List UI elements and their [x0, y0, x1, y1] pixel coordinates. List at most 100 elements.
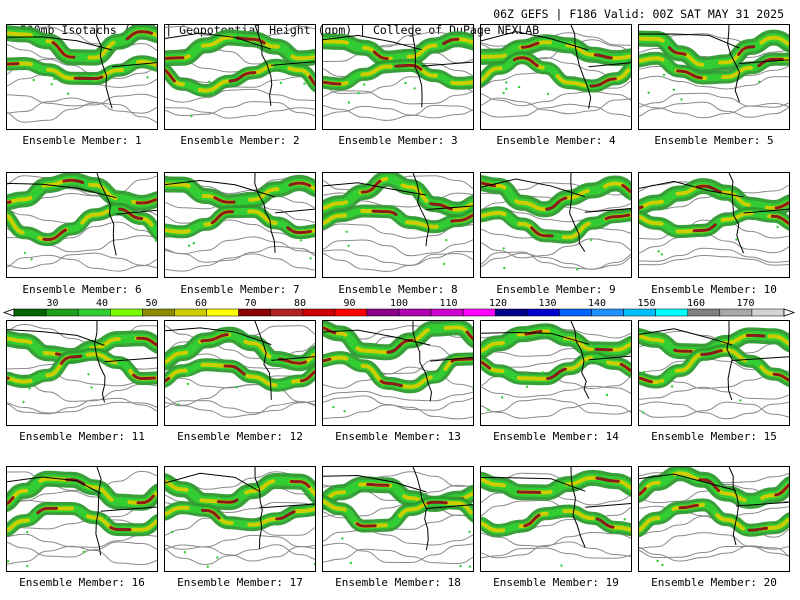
colorbar-swatch [687, 308, 721, 317]
height-contour [639, 247, 789, 263]
isotach-speck [345, 230, 348, 233]
ensemble-panel [6, 466, 158, 572]
colorbar-swatch [45, 308, 79, 317]
height-contour [7, 401, 157, 414]
isotach-speck [503, 266, 506, 270]
coastline [165, 32, 272, 50]
coastline [254, 25, 273, 106]
height-contour [7, 545, 157, 566]
isotach-speck [523, 226, 526, 229]
ensemble-panel [638, 320, 790, 426]
isotach-speck [576, 268, 579, 271]
colorbar-swatch [110, 308, 143, 317]
height-contour [323, 548, 473, 565]
height-contour [323, 104, 473, 121]
ensemble-panel [6, 320, 158, 426]
member-caption: Ensemble Member: 19 [493, 576, 619, 589]
isotach-band [639, 471, 789, 503]
isotach-speck [347, 101, 351, 104]
member-caption: Ensemble Member: 3 [338, 134, 458, 147]
isotach-band [639, 333, 789, 354]
border-line [275, 208, 315, 214]
isotach-speck [404, 81, 407, 85]
isotach-band [165, 35, 315, 61]
height-contour [323, 390, 473, 402]
isotach-speck [188, 244, 191, 247]
colorbar-swatch [77, 308, 111, 317]
coastline [412, 321, 433, 402]
isotach-speck [32, 78, 35, 82]
height-contour [323, 90, 473, 105]
isotach-band [165, 505, 315, 527]
coastline [7, 329, 105, 346]
colorbar-tick-label: 110 [439, 298, 458, 309]
isotach-speck [186, 382, 190, 386]
isotach-speck [505, 87, 508, 90]
member-caption: Ensemble Member: 17 [177, 576, 303, 589]
isotach-speck [343, 410, 346, 413]
isotach-speck [672, 88, 676, 91]
height-contour [481, 541, 631, 559]
colorbar-swatch [495, 308, 528, 317]
border-line [270, 61, 315, 66]
jet-core [323, 325, 473, 354]
jet-core [323, 37, 473, 61]
ensemble-panel [638, 466, 790, 572]
member-caption: Ensemble Member: 7 [180, 283, 300, 296]
border-line [426, 504, 473, 510]
isotach-speck [30, 258, 33, 261]
coastline [481, 331, 590, 345]
isotach-band [639, 35, 789, 67]
coastline [165, 472, 260, 492]
coastline [726, 321, 733, 401]
ensemble-panel [164, 24, 316, 130]
border-line [731, 356, 789, 361]
isotach-speck [541, 371, 545, 374]
border-line [735, 501, 789, 507]
isotach-speck [613, 530, 616, 533]
height-contour [639, 532, 789, 550]
colorbar-tick-label: 60 [194, 298, 208, 309]
height-contour [323, 43, 473, 64]
jet-core [323, 63, 473, 86]
height-contour [481, 238, 631, 259]
member-map [7, 467, 157, 568]
isotach-speck [171, 530, 174, 534]
member-map [481, 25, 631, 118]
member-caption: Ensemble Member: 11 [19, 430, 145, 443]
jet-core [165, 333, 315, 365]
isotach-speck [192, 242, 195, 245]
coastline [570, 25, 592, 109]
isotach-speck [313, 562, 315, 566]
member-caption: Ensemble Member: 8 [338, 283, 458, 296]
coastline [95, 467, 102, 556]
height-contour [481, 97, 631, 115]
isotach-speck [657, 250, 660, 253]
coastline [481, 178, 585, 198]
colorbar-swatch [591, 308, 624, 317]
isotach-speck [177, 403, 180, 406]
jet-core [7, 207, 157, 242]
isotach-band [323, 63, 473, 87]
isotach-speck [309, 257, 312, 260]
member-map [165, 321, 315, 418]
member-caption: Ensemble Member: 18 [335, 576, 461, 589]
coastline [96, 173, 117, 256]
jet-core [481, 181, 631, 211]
member-caption: Ensemble Member: 4 [496, 134, 616, 147]
isotach-speck [53, 77, 56, 81]
isotach-speck [28, 387, 31, 390]
height-contour [481, 398, 631, 415]
ensemble-panel [6, 24, 158, 130]
isotach-speck [546, 92, 550, 96]
member-map [481, 467, 631, 567]
colorbar-swatch [623, 308, 656, 317]
isotach-speck [560, 564, 563, 567]
isotach-speck [658, 382, 661, 385]
colorbar-swatch [206, 308, 239, 317]
isotach-speck [332, 406, 335, 409]
coastline [639, 328, 732, 346]
isotach-speck [357, 92, 360, 95]
isotach-speck [605, 393, 609, 397]
isotach-speck [235, 386, 238, 389]
